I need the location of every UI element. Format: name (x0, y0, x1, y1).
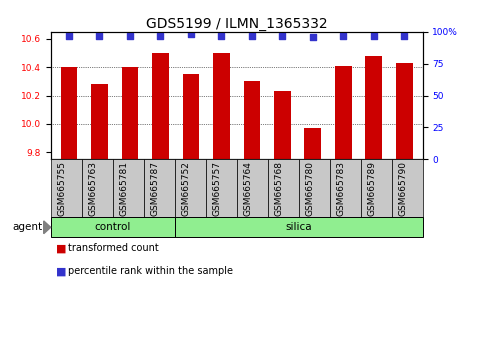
Text: GSM665789: GSM665789 (367, 161, 376, 216)
Text: GSM665790: GSM665790 (398, 161, 407, 216)
Text: percentile rank within the sample: percentile rank within the sample (68, 266, 233, 276)
Text: GSM665780: GSM665780 (305, 161, 314, 216)
Bar (243, 81, 260, 159)
Point (156, 33, 164, 39)
Text: ■: ■ (56, 266, 66, 276)
Text: silica: silica (285, 222, 312, 232)
Bar (213, 53, 230, 159)
Point (340, 33, 347, 39)
Text: GSM665763: GSM665763 (88, 161, 97, 216)
Point (370, 33, 378, 39)
Text: transformed count: transformed count (68, 243, 158, 253)
Bar (183, 74, 199, 159)
Point (187, 32, 195, 37)
Bar (335, 66, 352, 159)
Text: GSM665757: GSM665757 (212, 161, 221, 216)
Bar (91, 84, 108, 159)
Text: control: control (95, 222, 131, 232)
Text: GSM665768: GSM665768 (274, 161, 283, 216)
Bar (366, 56, 382, 159)
Text: GSM665787: GSM665787 (150, 161, 159, 216)
Point (248, 33, 256, 39)
Point (217, 33, 225, 39)
Point (279, 33, 286, 39)
Point (96, 33, 103, 39)
Bar (152, 53, 169, 159)
Text: GSM665752: GSM665752 (181, 161, 190, 216)
Bar (396, 63, 412, 159)
Point (309, 34, 317, 40)
Text: GSM665764: GSM665764 (243, 161, 252, 216)
Title: GDS5199 / ILMN_1365332: GDS5199 / ILMN_1365332 (146, 17, 327, 31)
Point (400, 33, 408, 39)
Point (126, 33, 134, 39)
Bar (122, 67, 138, 159)
Bar (274, 91, 291, 159)
Bar (61, 67, 77, 159)
Text: agent: agent (13, 222, 43, 232)
Text: GSM665783: GSM665783 (336, 161, 345, 216)
Bar (304, 128, 321, 159)
Text: GSM665781: GSM665781 (119, 161, 128, 216)
Text: ■: ■ (56, 243, 66, 253)
Text: GSM665755: GSM665755 (57, 161, 66, 216)
Point (65, 33, 73, 39)
